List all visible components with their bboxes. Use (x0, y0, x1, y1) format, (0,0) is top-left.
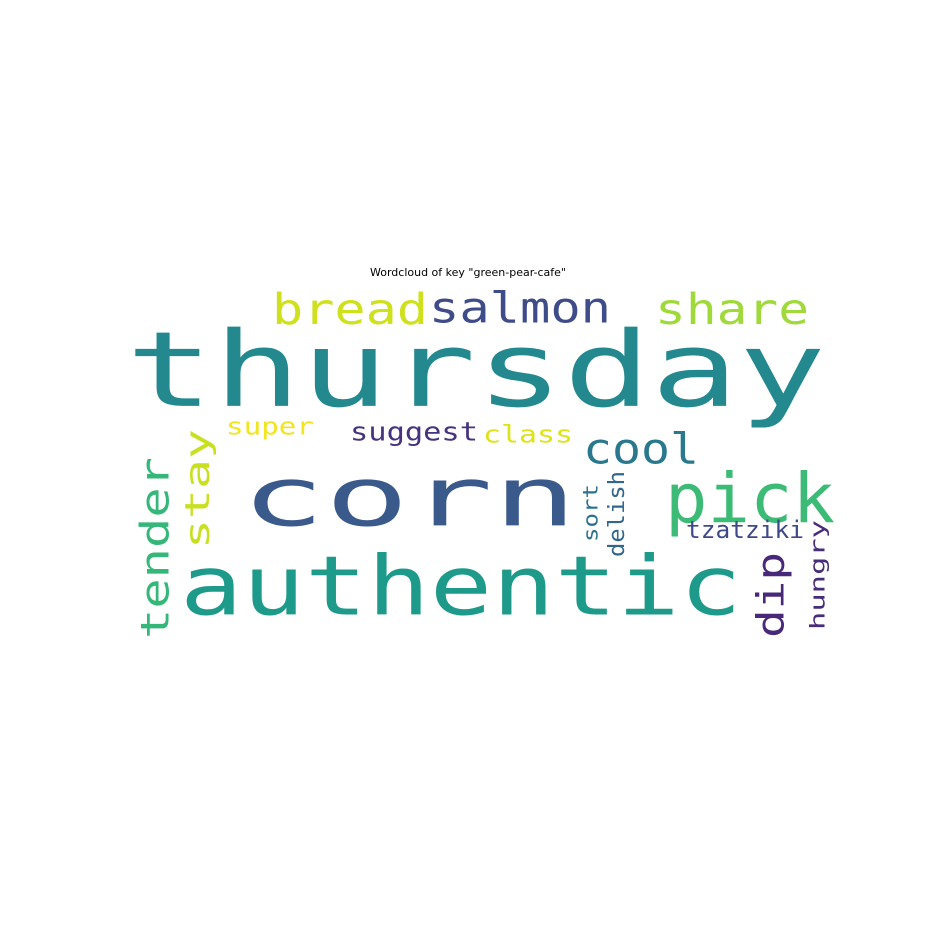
word-thursday: thursday (126, 309, 826, 430)
word-sort: sort (579, 484, 603, 542)
word-hungry: hungry (806, 520, 830, 630)
word-corn: corn (241, 449, 577, 544)
chart-title: Wordcloud of key "green-pear-cafe" (370, 266, 566, 279)
word-stay: stay (178, 429, 218, 549)
word-tzatziki: tzatziki (686, 516, 804, 544)
word-dip: dip (749, 552, 793, 638)
word-cool: cool (583, 424, 699, 474)
word-bread: bread (272, 285, 428, 334)
word-class: class (483, 421, 573, 448)
word-share: share (655, 285, 809, 335)
word-salmon: salmon (429, 284, 611, 333)
word-super: super (226, 413, 314, 441)
word-authentic: authentic (180, 539, 742, 635)
word-delish: delish (604, 471, 629, 557)
word-pick: pick (665, 459, 835, 539)
word-suggest: suggest (350, 417, 478, 447)
word-tender: tender (132, 457, 178, 639)
